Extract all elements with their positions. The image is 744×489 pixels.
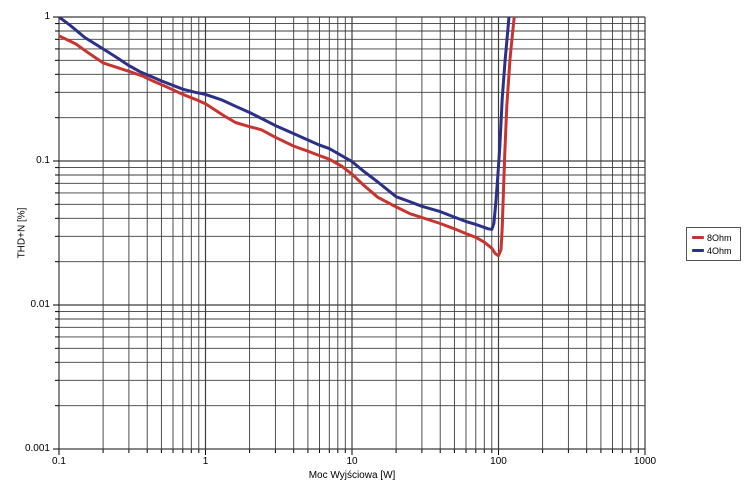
legend-swatch-4ohm <box>692 249 704 252</box>
legend-item-8ohm: 8Ohm <box>692 233 740 243</box>
y-axis-label: THD+N [%] <box>16 207 28 259</box>
y-tick-label-0.01: 0.01 <box>30 299 50 310</box>
x-axis-label: Moc Wyjściowa [W] <box>308 470 396 481</box>
legend-label-8ohm: 8Ohm <box>707 232 732 243</box>
series-line-8ohm <box>59 17 516 258</box>
legend-swatch-8ohm <box>692 236 704 239</box>
legend-label-4ohm: 4Ohm <box>707 245 732 256</box>
x-tick-label-0.1: 0.1 <box>52 456 66 467</box>
x-tick-label-1000: 1000 <box>633 456 657 467</box>
series-line-4ohm <box>59 17 511 231</box>
legend-item-4ohm: 4Ohm <box>692 246 740 256</box>
y-tick-label-0.1: 0.1 <box>36 155 50 166</box>
legend: 8Ohm 4Ohm <box>686 227 741 261</box>
y-tick-label-1: 1 <box>44 11 50 22</box>
x-tick-label-1: 1 <box>202 456 209 467</box>
x-tick-label-10: 10 <box>346 456 358 467</box>
x-tick-label-100: 100 <box>490 456 507 467</box>
y-tick-label-0.001: 0.001 <box>24 443 50 454</box>
